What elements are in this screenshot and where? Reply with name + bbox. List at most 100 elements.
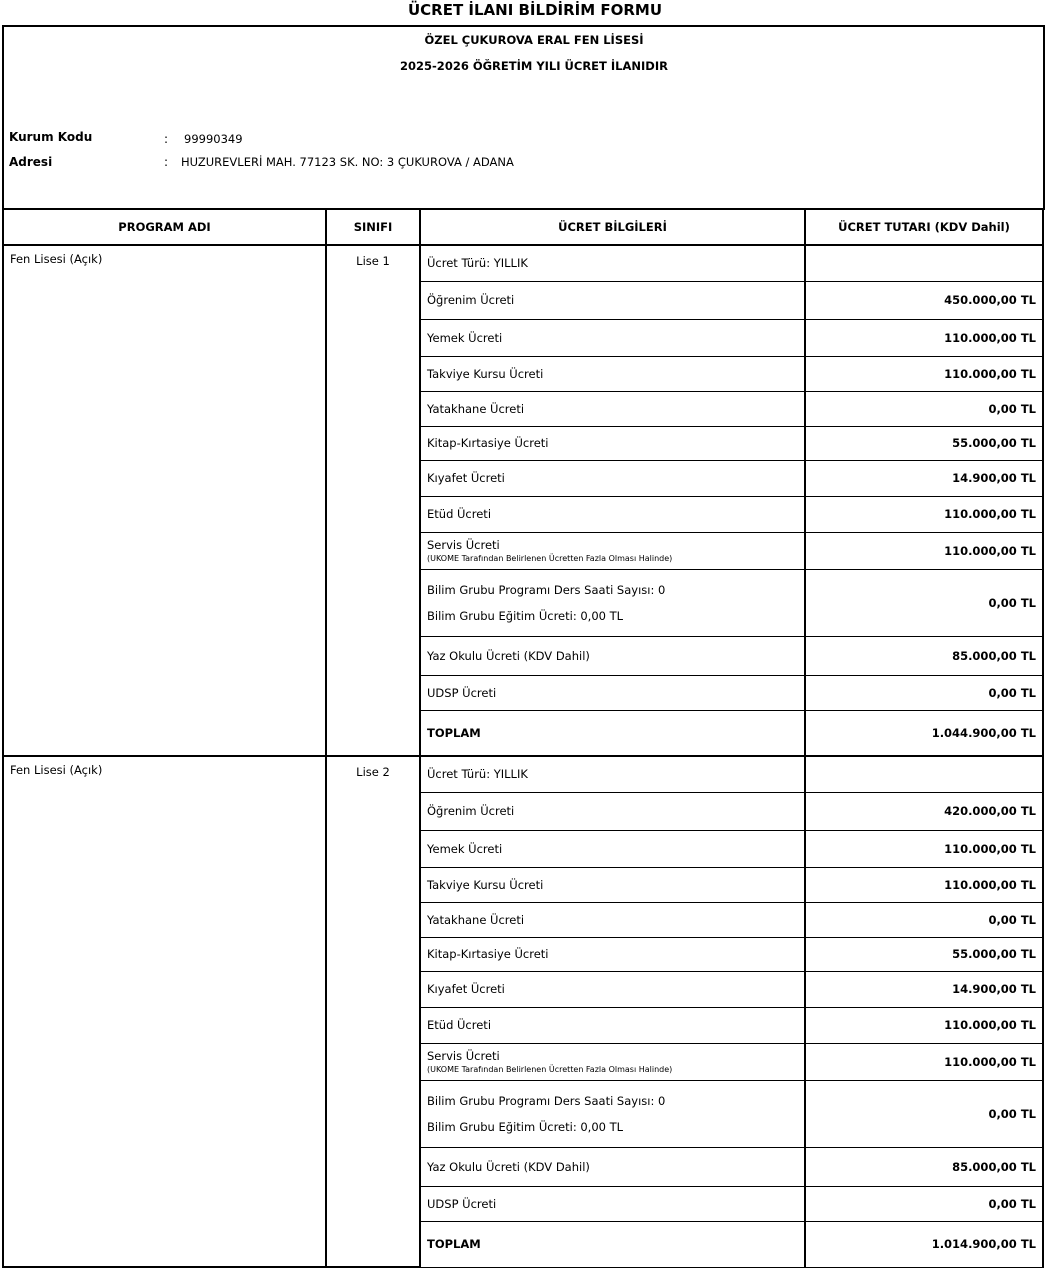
fee-note: (UKOME Tarafından Belirlenen Ücretten Fa… [427, 554, 673, 563]
fee-label-cell: TOPLAM [419, 709, 806, 757]
fee-amount: 14.900,00 TL [804, 970, 1044, 1008]
fee-amount: 110.000,00 TL [804, 829, 1044, 868]
fee-row: Yemek Ücreti 110.000,00 TL [3, 318, 1044, 357]
fee-amount: 85.000,00 TL [804, 1146, 1044, 1187]
fee-amount: 55.000,00 TL [804, 936, 1044, 972]
fee-label-cell: Takviye Kursu Ücreti [419, 355, 806, 392]
fee-label: Yatakhane Ücreti [427, 912, 525, 927]
fee-label-cell: Öğrenim Ücreti [419, 280, 806, 320]
fee-row: Etüd Ücreti 110.000,00 TL [3, 495, 1044, 533]
program-name: Fen Lisesi (Açık) [2, 244, 327, 757]
kurum-kodu-value: 99990349 [184, 132, 243, 146]
adres-label: Adresi [9, 155, 53, 169]
fee-row: Kıyafet Ücreti 14.900,00 TL [3, 970, 1044, 1008]
fee-label: Kitap-Kırtasiye Ücreti [427, 947, 549, 961]
fee-label: Takviye Kursu Ücreti [427, 877, 544, 892]
fee-label-cell: Kitap-Kırtasiye Ücreti [419, 425, 806, 461]
fee-amount: 0,00 TL [804, 901, 1044, 938]
fee-label-cell: UDSP Ücreti [419, 1185, 806, 1222]
adres-colon: : [164, 155, 169, 169]
fee-amount: 55.000,00 TL [804, 425, 1044, 461]
school-name: ÖZEL ÇUKUROVA ERAL FEN LİSESİ [424, 33, 644, 47]
fee-label: UDSP Ücreti [427, 1196, 497, 1211]
fee-label: Kıyafet Ücreti [427, 982, 505, 996]
fee-label: Ücret Türü: YILLIK [427, 767, 528, 782]
fee-row: Fen Lisesi (Açık) Lise 2 Ücret Türü: YILLI… [2, 755, 1044, 1268]
fee-row: Takviye Kursu Ücreti 110.000,00 TL [3, 355, 1044, 392]
fee-label: Takviye Kursu Ücreti [427, 366, 544, 381]
fee-row: Yemek Ücreti 110.000,00 TL [3, 829, 1044, 868]
fee-label-cell: Servis Ücreti (UKOME Tarafından Belirlene… [419, 531, 806, 570]
fee-label: Yatakhane Ücreti [427, 401, 525, 416]
class-name: Lise 1 [325, 244, 421, 757]
fee-label-cell: Yatakhane Ücreti [419, 901, 806, 938]
fee-label: Bilim Grubu Programı Ders Saati Sayısı: … [427, 582, 666, 597]
fee-row: UDSP Ücreti 0,00 TL [3, 1185, 1044, 1222]
fee-label: Ücret Türü: YILLIK [427, 256, 528, 271]
fee-label-cell: Yatakhane Ücreti [419, 390, 806, 427]
fee-label: Yemek Ücreti [427, 330, 503, 345]
fee-row: Servis Ücreti (UKOME Tarafından Belirlene… [3, 531, 1044, 570]
header-fee-amount: ÜCRET TUTARI (KDV Dahil) [804, 208, 1044, 246]
fee-label-cell: Yaz Okulu Ücreti (KDV Dahil) [419, 635, 806, 676]
fee-label-cell: Kıyafet Ücreti [419, 459, 806, 497]
fee-row: Öğrenim Ücreti 450.000,00 TL [3, 280, 1044, 320]
fee-note: (UKOME Tarafından Belirlenen Ücretten Fa… [427, 1065, 673, 1074]
fee-label-cell: UDSP Ücreti [419, 674, 806, 711]
fee-label-cell: Ücret Türü: YILLIK [419, 244, 806, 282]
fee-row: Bilim Grubu Programı Ders Saati Sayısı: … [3, 1079, 1044, 1148]
fee-row: Öğrenim Ücreti 420.000,00 TL [3, 791, 1044, 831]
fee-row: Yatakhane Ücreti 0,00 TL [3, 901, 1044, 938]
fee-row: Kitap-Kırtasiye Ücreti 55.000,00 TL [3, 425, 1044, 461]
fee-label-cell: Yaz Okulu Ücreti (KDV Dahil) [419, 1146, 806, 1187]
adres-value: HUZUREVLERİ MAH. 77123 SK. NO: 3 ÇUKUROV… [181, 155, 514, 169]
fee-amount: 110.000,00 TL [804, 355, 1044, 392]
fee-amount: 450.000,00 TL [804, 280, 1044, 320]
table-header-row: PROGRAM ADI SINIFI ÜCRET BİLGİLERİ ÜCRET… [2, 208, 1044, 246]
fee-label-cell: Kitap-Kırtasiye Ücreti [419, 936, 806, 972]
fee-row: Bilim Grubu Programı Ders Saati Sayısı: … [3, 568, 1044, 637]
fee-label: Bilim Grubu Programı Ders Saati Sayısı: … [427, 1093, 666, 1108]
fee-row: Kıyafet Ücreti 14.900,00 TL [3, 459, 1044, 497]
fee-label: Kıyafet Ücreti [427, 471, 505, 485]
fee-label-2: Bilim Grubu Eğitim Ücreti: 0,00 TL [427, 1119, 624, 1134]
fee-amount: 110.000,00 TL [804, 1042, 1044, 1081]
fee-label-cell: Servis Ücreti (UKOME Tarafından Belirlene… [419, 1042, 806, 1081]
fee-row: TOPLAM 1.014.900,00 TL [3, 1220, 1044, 1268]
header-class: SINIFI [325, 208, 421, 246]
fee-row: Fen Lisesi (Açık) Lise 1 Ücret Türü: YILLI… [2, 244, 1044, 757]
fee-label: Kitap-Kırtasiye Ücreti [427, 436, 549, 450]
fee-amount: 110.000,00 TL [804, 531, 1044, 570]
fee-label-cell: Yemek Ücreti [419, 318, 806, 357]
fee-label-cell: Öğrenim Ücreti [419, 791, 806, 831]
fee-amount: 110.000,00 TL [804, 866, 1044, 903]
fee-amount: 0,00 TL [804, 390, 1044, 427]
fee-amount: 0,00 TL [804, 568, 1044, 637]
fee-label-cell: TOPLAM [419, 1220, 806, 1268]
class-name: Lise 2 [325, 755, 421, 1268]
fee-label: Servis Ücreti [427, 538, 500, 552]
fee-amount: 110.000,00 TL [804, 318, 1044, 357]
fee-row: Kitap-Kırtasiye Ücreti 55.000,00 TL [3, 936, 1044, 972]
fee-row: Yaz Okulu Ücreti (KDV Dahil) 85.000,00 TL [3, 1146, 1044, 1187]
fee-row: UDSP Ücreti 0,00 TL [3, 674, 1044, 711]
school-info-box [2, 25, 1045, 210]
fee-label: Yemek Ücreti [427, 841, 503, 856]
fee-label: Yaz Okulu Ücreti (KDV Dahil) [427, 648, 590, 663]
fee-label-cell: Bilim Grubu Programı Ders Saati Sayısı: … [419, 568, 806, 637]
fee-amount: 110.000,00 TL [804, 495, 1044, 533]
fee-row: Servis Ücreti (UKOME Tarafından Belirlene… [3, 1042, 1044, 1081]
fee-amount: 110.000,00 TL [804, 1006, 1044, 1044]
header-program: PROGRAM ADI [2, 208, 327, 246]
fee-amount [804, 755, 1044, 793]
fee-row: Etüd Ücreti 110.000,00 TL [3, 1006, 1044, 1044]
fee-label: Yaz Okulu Ücreti (KDV Dahil) [427, 1159, 590, 1174]
year-notice: 2025-2026 ÖĞRETİM YILI ÜCRET İLANIDIR [400, 59, 668, 73]
kurum-kodu-label: Kurum Kodu [9, 130, 93, 144]
fee-label-cell: Kıyafet Ücreti [419, 970, 806, 1008]
fee-label-cell: Etüd Ücreti [419, 1006, 806, 1044]
program-name: Fen Lisesi (Açık) [2, 755, 327, 1268]
fee-row: Yaz Okulu Ücreti (KDV Dahil) 85.000,00 TL [3, 635, 1044, 676]
fee-label-cell: Ücret Türü: YILLIK [419, 755, 806, 793]
header-fee-info: ÜCRET BİLGİLERİ [419, 208, 806, 246]
